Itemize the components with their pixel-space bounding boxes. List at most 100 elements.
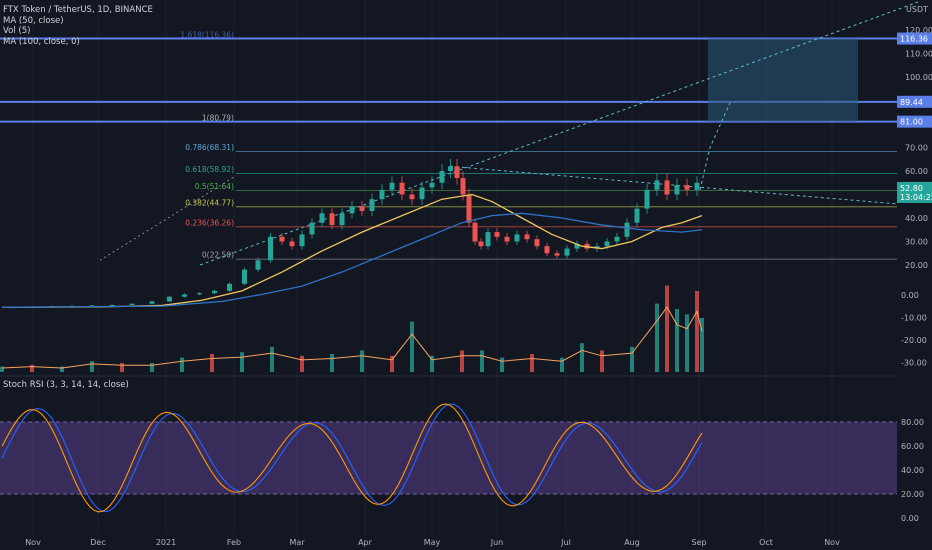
time-axis-tick: Dec [90, 538, 105, 547]
volume-bar [410, 321, 414, 372]
candle-body[interactable] [439, 171, 445, 183]
candle-body[interactable] [359, 206, 365, 211]
candle-body[interactable] [242, 269, 247, 284]
candle-body[interactable] [485, 232, 491, 247]
candle-body[interactable] [644, 189, 650, 209]
candle-body[interactable] [268, 236, 273, 261]
volume-bar [30, 364, 34, 372]
candle-body[interactable] [634, 208, 640, 223]
price-tag[interactable] [897, 32, 932, 45]
trend-line-down[interactable] [449, 165, 898, 205]
volume-bar [150, 363, 154, 372]
candle-body[interactable] [399, 182, 405, 195]
candle-body[interactable] [604, 241, 610, 247]
candle-body[interactable] [89, 305, 95, 307]
candle-body[interactable] [460, 178, 466, 195]
candle-body[interactable] [329, 213, 335, 226]
candle-body[interactable] [448, 166, 453, 171]
candle-body[interactable] [684, 185, 690, 190]
candle-body[interactable] [419, 187, 425, 200]
volume-bar [60, 366, 64, 372]
candle-body[interactable] [524, 234, 530, 240]
candle-body[interactable] [227, 283, 232, 291]
candle-body[interactable] [289, 241, 295, 247]
candle-body[interactable] [339, 213, 345, 226]
projection-path[interactable] [699, 102, 731, 190]
vol-legend[interactable]: Vol (5) [3, 26, 31, 36]
candle-body[interactable] [197, 293, 202, 295]
candle-body[interactable] [614, 236, 620, 242]
volume-bar [500, 357, 504, 372]
candle-body[interactable] [466, 194, 472, 223]
ma100-line[interactable] [1, 212, 703, 308]
price-tag[interactable] [897, 190, 932, 203]
volume-bar [120, 363, 124, 372]
price-axis-tick: 30.00 [905, 238, 928, 247]
price-tag[interactable] [897, 95, 932, 108]
candle-body[interactable] [255, 260, 261, 270]
time-axis-tick: Jul [560, 538, 571, 547]
candle-body[interactable] [504, 236, 510, 242]
time-axis-tick: Sep [691, 538, 706, 547]
candle-body[interactable] [109, 304, 115, 306]
price-tag[interactable] [897, 115, 932, 128]
volume-bar [210, 354, 214, 372]
candle-body[interactable] [574, 243, 580, 249]
candle-body[interactable] [478, 241, 484, 247]
stoch-rsi-d-line[interactable] [1, 403, 703, 513]
candle-body[interactable] [472, 222, 478, 242]
volume-bar [180, 357, 184, 372]
candle-body[interactable] [624, 222, 630, 237]
rsi-axis-tick: 40.00 [901, 466, 924, 475]
candle-body[interactable] [429, 182, 435, 188]
candle-body[interactable] [514, 234, 520, 242]
candle-body[interactable] [319, 213, 325, 223]
time-axis-tick: Nov [824, 538, 840, 547]
volume-bar [330, 354, 334, 372]
candle-body[interactable] [674, 185, 680, 195]
candle-body[interactable] [182, 294, 187, 297]
candle-body[interactable] [564, 248, 570, 256]
candle-body[interactable] [494, 232, 500, 237]
candle-body[interactable] [279, 236, 285, 242]
candle-body[interactable] [149, 301, 155, 304]
volume-bar [560, 357, 564, 372]
stoch-rsi-legend[interactable]: Stoch RSI (3, 3, 14, 14, close) [3, 380, 129, 391]
candle-body[interactable] [349, 206, 355, 214]
volume-bar [685, 314, 689, 372]
candle-body[interactable] [309, 222, 315, 235]
volume-axis-tick: -20.00 [901, 336, 927, 345]
stoch-rsi-title: Stoch RSI (3, 3, 14, 14, close) [3, 380, 129, 390]
candle-body[interactable] [554, 253, 560, 256]
candle-body[interactable] [544, 246, 550, 254]
volume-bar [270, 346, 274, 372]
candle-body[interactable] [369, 199, 375, 211]
candle-body[interactable] [409, 194, 415, 200]
volume-bar [460, 350, 464, 372]
price-tag-label: 116.36 [900, 35, 928, 44]
time-axis-tick: Aug [624, 538, 640, 547]
candle-body[interactable] [454, 166, 460, 179]
candle-body[interactable] [212, 290, 217, 294]
time-axis-tick: Nov [25, 538, 41, 547]
ma100-legend[interactable]: MA (100, close, 0) [3, 36, 80, 47]
rsi-axis-tick: 60.00 [901, 442, 924, 451]
candle-body[interactable] [694, 182, 700, 190]
ma50-legend[interactable]: MA (50, close) [3, 15, 64, 26]
target-zone-box[interactable] [708, 38, 858, 122]
candle-body[interactable] [167, 296, 172, 302]
price-tag-label: 89.44 [900, 98, 923, 107]
candle-body[interactable] [379, 189, 385, 200]
candle-body[interactable] [389, 182, 395, 190]
candle-body[interactable] [654, 180, 660, 190]
candle-body[interactable] [534, 239, 540, 247]
fib-level-label: 0.786(68.31) [185, 143, 234, 152]
candle-body[interactable] [299, 234, 305, 247]
rsi-axis-tick: 20.00 [901, 490, 924, 499]
price-tag-label: 81.00 [900, 118, 923, 127]
candle-body[interactable] [664, 180, 670, 195]
ma50-line[interactable] [1, 193, 703, 308]
candle-body[interactable] [129, 303, 135, 305]
symbol-title[interactable]: FTX Token / TetherUS, 1D, BINANCE [3, 5, 153, 15]
